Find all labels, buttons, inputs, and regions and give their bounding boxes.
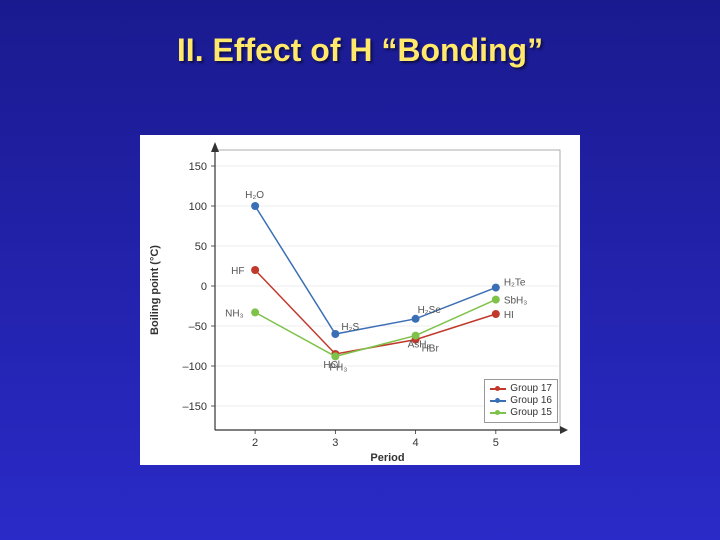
chart-point [331,352,339,360]
svg-text:3: 3 [332,437,338,449]
svg-text:Period: Period [370,452,404,464]
legend-item: Group 15 [490,407,552,419]
svg-text:150: 150 [189,161,207,173]
point-label: H₂Se [418,305,442,316]
svg-text:4: 4 [413,437,419,449]
svg-text:5: 5 [493,437,499,449]
chart-point [492,284,500,292]
svg-text:2: 2 [252,437,258,449]
chart-container: –150 –100 –50 0 50 100 150 2 3 4 5 Period Boiling po… [140,135,580,465]
chart-point [251,202,259,210]
legend-label: Group 15 [510,407,552,419]
slide: II. Effect of H “Bonding” –150 –100 –50 0 50… [0,0,720,540]
svg-text:100: 100 [189,201,207,213]
svg-text:50: 50 [195,241,207,253]
chart-point [412,332,420,340]
chart-point [412,315,420,323]
chart-point [251,308,259,316]
legend-swatch [490,412,506,414]
chart-point [492,296,500,304]
point-label: SbH₃ [504,296,528,307]
svg-text:Boiling point (°C): Boiling point (°C) [149,245,161,335]
legend-swatch [490,400,506,402]
legend-item: Group 17 [490,383,552,395]
svg-text:–150: –150 [183,401,207,413]
point-label: HF [231,266,244,277]
point-label: HI [504,310,514,321]
chart-point [492,310,500,318]
svg-text:–50: –50 [189,321,207,333]
point-label: PH₃ [329,362,347,373]
point-label: H₂Te [504,278,526,289]
chart-point [251,266,259,274]
point-label: NH₃ [225,308,244,319]
chart-point [331,330,339,338]
point-label: AsH₃ [408,340,431,351]
slide-title: II. Effect of H “Bonding” [0,32,720,69]
svg-text:0: 0 [201,281,207,293]
point-label: H₂O [245,190,264,201]
legend-swatch [490,388,506,390]
point-label: H₂S [341,322,359,333]
legend-item: Group 16 [490,395,552,407]
chart-legend: Group 17Group 16Group 15 [484,379,558,423]
legend-label: Group 17 [510,383,552,395]
svg-text:–100: –100 [183,361,207,373]
legend-label: Group 16 [510,395,552,407]
